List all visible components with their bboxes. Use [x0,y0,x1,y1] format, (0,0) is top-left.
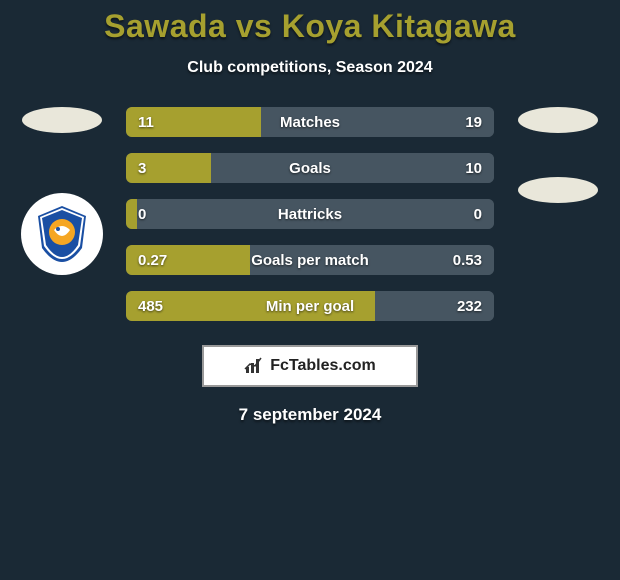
stat-bar-row: 310Goals [126,153,494,183]
page-subtitle: Club competitions, Season 2024 [0,59,620,77]
chart-icon [244,357,264,375]
player-left-club-badge [21,193,103,275]
stat-label: Hattricks [126,206,494,223]
player-right-avatar-placeholder [518,107,598,133]
stat-label: Goals [126,160,494,177]
stat-label: Goals per match [126,252,494,269]
stat-bar-row: 0.270.53Goals per match [126,245,494,275]
brand-text: FcTables.com [270,357,376,375]
stat-bar-row: 00Hattricks [126,199,494,229]
page-title: Sawada vs Koya Kitagawa [0,0,620,45]
stat-bars: 1119Matches 310Goals 00Hattricks 0.270.53Go… [106,107,514,321]
right-player-col [514,107,602,221]
player-right-club-placeholder [518,177,598,203]
stat-bar-row: 1119Matches [126,107,494,137]
footer-date: 7 september 2024 [0,405,620,425]
left-player-col [18,107,106,275]
comparison-area: 1119Matches 310Goals 00Hattricks 0.270.53Go… [0,107,620,321]
stat-label: Min per goal [126,298,494,315]
brand-badge: FcTables.com [202,345,418,387]
stat-bar-row: 485232Min per goal [126,291,494,321]
stat-label: Matches [126,114,494,131]
club-badge-icon [30,202,94,266]
player-left-avatar-placeholder [22,107,102,133]
